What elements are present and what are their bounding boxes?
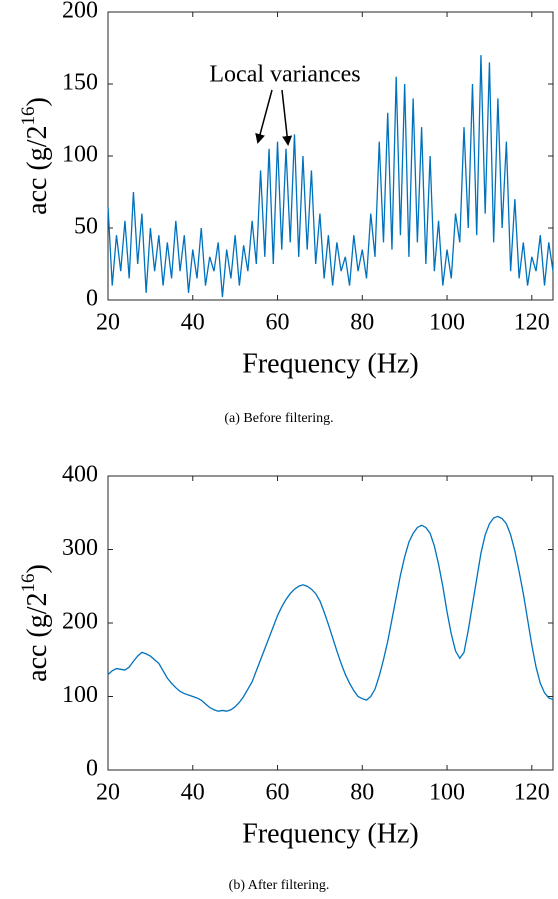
y-tick-label: 100 bbox=[62, 142, 98, 168]
x-tick-label: 80 bbox=[350, 780, 374, 806]
plot-area bbox=[107, 475, 554, 771]
x-tick-label: 40 bbox=[181, 310, 205, 336]
caption: (a) Before filtering. bbox=[224, 411, 333, 426]
y-tick-label: 400 bbox=[62, 462, 98, 488]
x-tick-label: 100 bbox=[429, 310, 465, 336]
y-tick-label: 100 bbox=[62, 682, 98, 708]
y-axis-label-part: ) bbox=[22, 564, 53, 573]
y-axis-label-part: acc (g/2 bbox=[22, 125, 53, 214]
caption: (b) After filtering. bbox=[229, 878, 330, 893]
y-axis-label-part: ) bbox=[22, 97, 53, 106]
y-tick-label: 0 bbox=[86, 286, 98, 312]
y-tick-label: 200 bbox=[62, 0, 98, 24]
y-tick-label: 0 bbox=[86, 756, 98, 782]
y-tick-label: 200 bbox=[62, 609, 98, 635]
annotation-arrow bbox=[281, 89, 293, 146]
x-tick-label: 120 bbox=[514, 780, 550, 806]
y-tick-label: 300 bbox=[62, 535, 98, 561]
x-tick-label: 120 bbox=[514, 310, 550, 336]
y-axis-label-sup: 16 bbox=[18, 573, 39, 592]
x-tick-label: 100 bbox=[429, 780, 465, 806]
x-axis-label: Frequency (Hz) bbox=[242, 818, 418, 849]
x-tick-label: 20 bbox=[96, 780, 120, 806]
annotation-arrow bbox=[255, 89, 273, 144]
data-line bbox=[107, 515, 554, 712]
x-tick-label: 60 bbox=[266, 780, 290, 806]
x-tick-label: 60 bbox=[266, 310, 290, 336]
y-axis-label: acc (g/216) bbox=[18, 564, 53, 682]
y-tick-label: 50 bbox=[74, 214, 98, 240]
y-axis-label-sup: 16 bbox=[18, 106, 39, 125]
x-tick-label: 20 bbox=[96, 310, 120, 336]
y-axis-label: acc (g/216) bbox=[18, 97, 53, 215]
x-tick-label: 80 bbox=[350, 310, 374, 336]
y-tick-label: 150 bbox=[62, 70, 98, 96]
y-axis-label-part: acc (g/2 bbox=[22, 592, 53, 681]
x-axis-label: Frequency (Hz) bbox=[242, 348, 418, 379]
x-tick-label: 40 bbox=[181, 780, 205, 806]
data-line bbox=[107, 55, 554, 298]
annotation: Local variances bbox=[209, 62, 360, 88]
